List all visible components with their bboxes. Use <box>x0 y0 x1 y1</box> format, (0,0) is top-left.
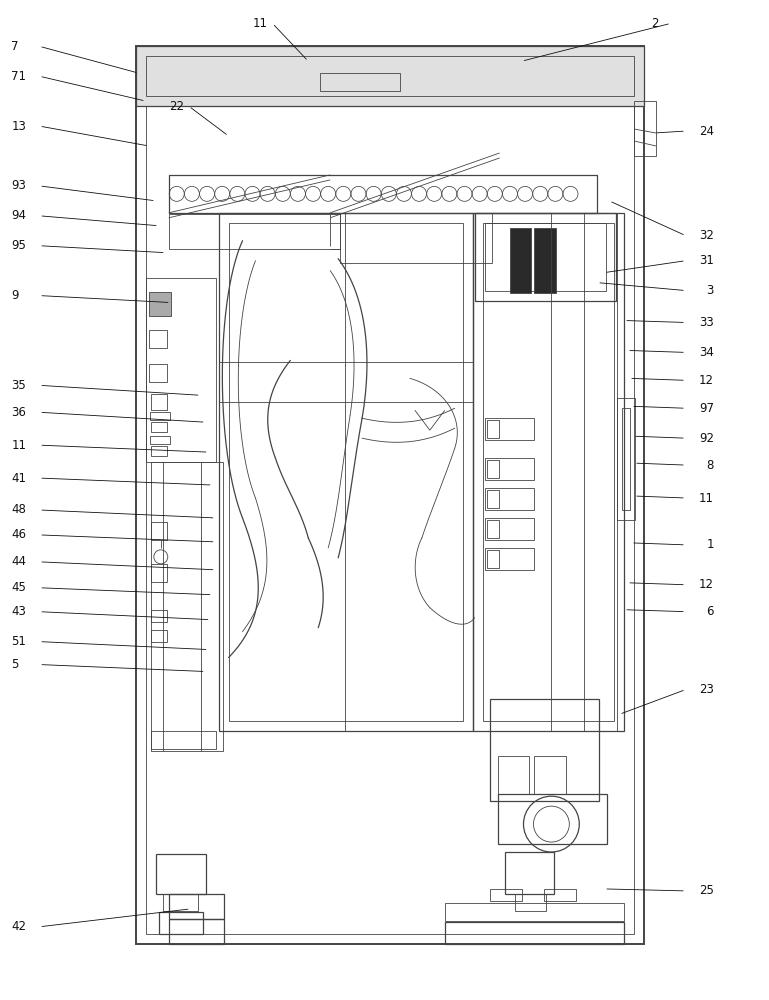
Bar <box>484 458 534 480</box>
Text: 11: 11 <box>252 17 268 30</box>
Bar <box>474 213 616 301</box>
Bar <box>484 518 534 540</box>
Text: 8: 8 <box>707 459 714 472</box>
Bar <box>622 408 630 510</box>
Bar <box>136 46 644 944</box>
Bar <box>168 214 340 249</box>
Bar <box>484 223 606 291</box>
Text: 24: 24 <box>699 125 714 138</box>
Text: 45: 45 <box>12 581 26 594</box>
Bar <box>514 894 547 911</box>
Bar <box>487 520 498 538</box>
Text: 12: 12 <box>699 578 714 591</box>
Bar <box>168 175 598 213</box>
Text: 93: 93 <box>12 179 26 192</box>
Text: 6: 6 <box>706 605 714 618</box>
Text: 95: 95 <box>12 239 26 252</box>
Bar <box>149 292 171 316</box>
Bar <box>473 213 624 731</box>
Bar <box>444 922 624 944</box>
Bar <box>340 213 491 263</box>
Text: 25: 25 <box>699 884 714 897</box>
Bar <box>146 56 634 96</box>
Bar <box>151 522 167 540</box>
Bar <box>634 101 656 156</box>
Bar <box>228 223 463 721</box>
Bar <box>150 412 170 420</box>
Bar <box>487 550 498 568</box>
Text: 7: 7 <box>12 40 19 53</box>
Bar <box>484 548 534 570</box>
Bar <box>168 919 224 944</box>
Bar <box>534 228 557 293</box>
Bar <box>151 731 215 749</box>
Bar <box>484 418 534 440</box>
Bar <box>156 854 205 894</box>
Text: 46: 46 <box>12 528 26 541</box>
Text: 11: 11 <box>12 439 26 452</box>
Bar <box>151 446 167 456</box>
Text: 36: 36 <box>12 406 26 419</box>
Bar <box>534 756 566 794</box>
Text: 42: 42 <box>12 920 26 933</box>
Text: 2: 2 <box>651 17 658 30</box>
Text: 1: 1 <box>706 538 714 551</box>
Bar <box>484 488 534 510</box>
Text: 9: 9 <box>12 289 19 302</box>
Bar <box>151 610 167 622</box>
Text: 33: 33 <box>699 316 714 329</box>
Text: 97: 97 <box>699 402 714 415</box>
Bar <box>146 278 215 462</box>
Bar <box>544 889 576 901</box>
Bar <box>149 364 167 382</box>
Text: 35: 35 <box>12 379 26 392</box>
Bar <box>510 228 531 293</box>
Bar <box>168 894 224 919</box>
Bar <box>149 330 167 348</box>
Text: 51: 51 <box>12 635 26 648</box>
Text: 11: 11 <box>699 492 714 505</box>
Bar <box>320 73 400 91</box>
Bar <box>487 420 498 438</box>
Bar <box>490 699 599 801</box>
Bar <box>483 223 614 721</box>
Bar <box>444 903 624 921</box>
Bar <box>498 794 608 844</box>
Text: 3: 3 <box>707 284 714 297</box>
Bar <box>168 175 598 213</box>
Text: 23: 23 <box>699 683 714 696</box>
Bar <box>498 756 530 794</box>
Text: 48: 48 <box>12 503 26 516</box>
Text: 22: 22 <box>168 100 184 113</box>
Bar <box>136 46 644 106</box>
Bar <box>487 490 498 508</box>
Text: 12: 12 <box>699 374 714 387</box>
Bar <box>504 852 554 894</box>
Bar <box>618 398 635 520</box>
Text: 43: 43 <box>12 605 26 618</box>
Bar <box>159 912 203 934</box>
Text: 41: 41 <box>12 472 26 485</box>
Bar <box>151 462 222 751</box>
Text: 32: 32 <box>699 229 714 242</box>
Text: 34: 34 <box>699 346 714 359</box>
Bar <box>146 56 634 934</box>
Bar <box>487 460 498 478</box>
Bar <box>151 422 167 432</box>
Bar <box>150 436 170 444</box>
Text: 92: 92 <box>699 432 714 445</box>
Bar <box>490 889 521 901</box>
Bar <box>151 630 167 642</box>
Text: 44: 44 <box>12 555 26 568</box>
Text: 71: 71 <box>12 70 26 83</box>
Text: 5: 5 <box>12 658 18 671</box>
Bar <box>151 564 167 582</box>
Text: 94: 94 <box>12 209 26 222</box>
Bar <box>218 213 473 731</box>
Text: 13: 13 <box>12 120 26 133</box>
Bar <box>163 894 198 911</box>
Bar <box>151 394 167 410</box>
Text: 31: 31 <box>699 254 714 267</box>
